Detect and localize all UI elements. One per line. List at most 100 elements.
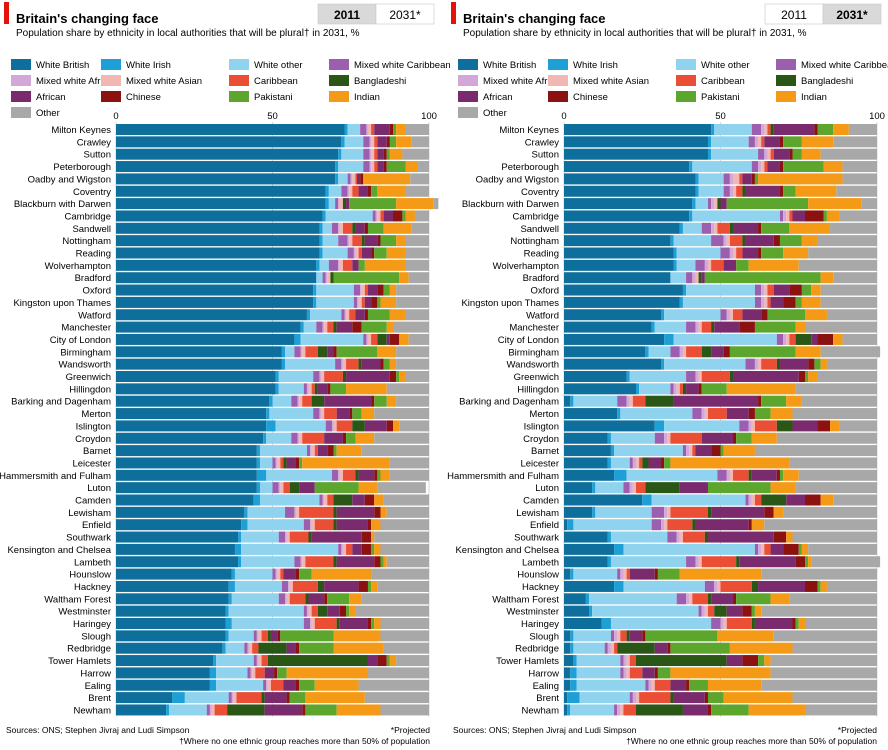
tab-label-2011: 2011 (781, 8, 807, 22)
bar-segment-indian (758, 173, 843, 185)
bar-segment-white-british (564, 531, 608, 543)
bar-segment-white-british (116, 210, 323, 222)
bar-segment-pakistani (814, 358, 821, 370)
bar-segment-white-british (116, 630, 226, 642)
bar-segment-other (833, 494, 877, 506)
bar-segment-mixed-white-caribbean (325, 420, 332, 432)
bar-segment-bangladeshi (626, 630, 630, 642)
bar-segment-other (811, 556, 881, 568)
bar-segment-caribbean (720, 580, 752, 592)
bar-segment-white-other (595, 482, 624, 494)
category-label: Hounslow (517, 570, 559, 581)
bar-segment-pakistani (367, 580, 372, 592)
bar-segment-indian (783, 247, 809, 259)
bar-segment-white-british (116, 445, 257, 457)
bar-segment-mixed-white-caribbean (720, 247, 730, 259)
bar-segment-white-irish (661, 358, 665, 370)
bar-segment-indian (820, 272, 834, 284)
bar-segment-white-british (564, 568, 571, 580)
bar-segment-mixed-white-caribbean (341, 309, 345, 321)
bar-segment-african (739, 556, 796, 568)
bar-segment-african (364, 420, 387, 432)
bar-segment-indian (801, 136, 834, 148)
bar-segment-mixed-white-caribbean (363, 161, 370, 173)
bar-segment-mixed-white-asian (698, 371, 702, 382)
bar-segment-mixed-white-african (614, 630, 618, 642)
bar-segment-other (405, 371, 429, 382)
bar-segment-pakistani (333, 445, 337, 457)
bar-segment-mixed-white-caribbean (285, 506, 295, 518)
bar-segment-mixed-white-asian (286, 531, 290, 543)
bar-segment-bangladeshi (333, 321, 337, 333)
bar-segment-bangladeshi (283, 457, 287, 469)
bar-segment-caribbean (342, 222, 353, 234)
red-accent-bar (4, 2, 9, 24)
bar-segment-indian (396, 235, 406, 247)
bar-segment-mixed-white-caribbean (720, 309, 727, 321)
footnote-plural: †Where no one ethnic group reaches more … (179, 736, 430, 746)
bar-segment-other (405, 185, 429, 197)
bar-segment-mixed-white-asian (733, 247, 737, 259)
bar-segment-mixed-white-african (375, 210, 378, 222)
category-label: Camden (523, 496, 559, 507)
bar-segment-mixed-white-asian (729, 469, 734, 481)
bar-segment-other (808, 247, 877, 259)
bar-segment-white-other (610, 531, 668, 543)
bar-segment-white-other (698, 173, 724, 185)
bar-segment-other (798, 469, 877, 481)
bar-segment-other (805, 321, 877, 333)
bar-segment-mixed-white-asian (358, 296, 362, 308)
category-label: Bradford (523, 273, 559, 284)
bar-segment-chinese (383, 148, 387, 160)
bar-segment-white-british (116, 420, 267, 432)
bar-segment-bangladeshi (352, 420, 365, 432)
bar-segment-chinese (733, 432, 737, 444)
bar-segment-caribbean (371, 124, 375, 135)
bar-segment-mixed-white-african (758, 161, 762, 173)
source-note: Sources: ONS; Stephen Jivraj and Ludi Si… (6, 725, 190, 735)
bar-segment-mixed-white-asian (377, 210, 381, 222)
bar-segment-mixed-white-asian (767, 148, 771, 160)
bar-segment-white-irish (567, 692, 580, 704)
bar-segment-chinese (364, 309, 368, 321)
bar-segment-mixed-white-caribbean (676, 593, 687, 605)
bar-segment-chinese (361, 543, 372, 555)
bar-segment-mixed-white-african (369, 148, 372, 160)
bar-segment-pakistani (305, 704, 337, 716)
bar-segment-mixed-white-asian (667, 432, 671, 444)
bar-segment-other (805, 618, 877, 629)
bar-segment-african (352, 543, 362, 555)
bar-segment-white-other (316, 296, 354, 308)
bar-segment-pakistani (371, 543, 375, 555)
bar-segment-indian (349, 605, 356, 617)
category-label: Nottingham (62, 236, 111, 247)
bar-segment-white-irish (253, 494, 260, 506)
bar-segment-other (820, 346, 881, 358)
bar-segment-other (361, 445, 430, 457)
bar-segment-mixed-white-asian (620, 704, 624, 716)
bar-segment-white-other (576, 679, 646, 691)
bar-segment-pakistani (720, 445, 724, 457)
bar-segment-african (336, 321, 353, 333)
category-label: Hillingdon (517, 384, 559, 395)
bar-segment-mixed-white-african (341, 543, 343, 555)
bar-segment-white-irish (689, 210, 693, 222)
bar-segment-other (367, 667, 430, 679)
bar-segment-mixed-white-asian (714, 198, 718, 210)
bar-segment-white-british (564, 655, 574, 667)
bar-segment-chinese (698, 383, 702, 395)
bar-segment-indian (374, 618, 381, 629)
bar-segment-other (380, 618, 430, 629)
bar-segment-white-other (325, 210, 373, 222)
bar-segment-mixed-white-asian (277, 457, 281, 469)
bar-segment-chinese (723, 346, 730, 358)
tab-2031[interactable] (822, 3, 882, 25)
tab-2031[interactable] (375, 3, 435, 25)
bar-segment-other (833, 136, 877, 148)
bar-segment-white-other (670, 272, 687, 284)
bar-segment-indian (355, 432, 375, 444)
bar-segment-pakistani (383, 358, 390, 370)
bar-segment-indian (670, 667, 771, 679)
bar-segment-pakistani (761, 395, 787, 407)
bar-segment-pakistani (299, 679, 315, 691)
